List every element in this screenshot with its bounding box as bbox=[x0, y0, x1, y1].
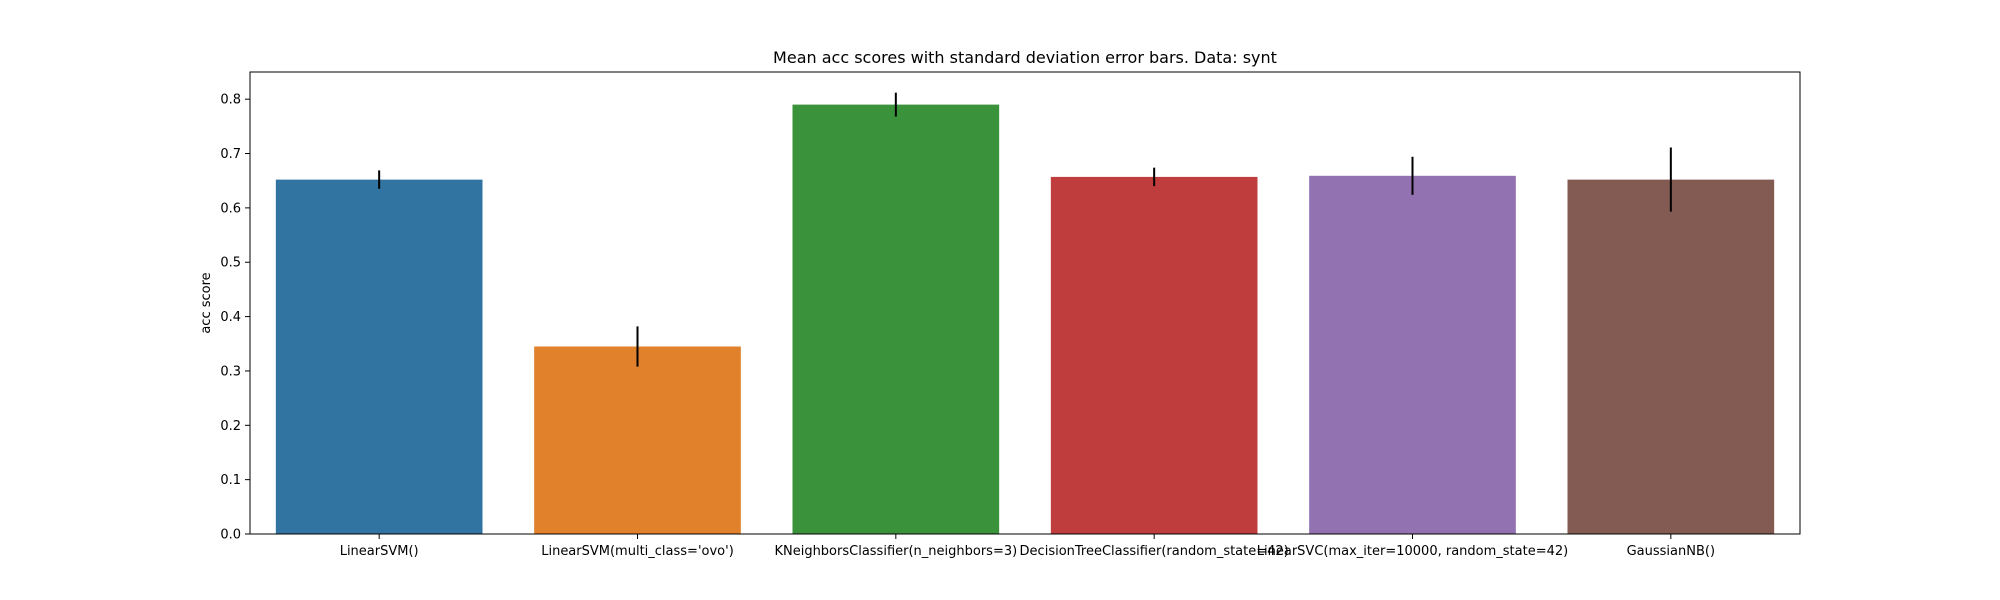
y-axis: 0.0 0.1 0.2 0.3 0.4 0.5 0.6 0.7 0.8 bbox=[220, 93, 250, 543]
y-tick-label-6: 0.6 bbox=[220, 201, 241, 216]
y-tick-label-5: 0.5 bbox=[220, 256, 241, 271]
x-tick-label-3: DecisionTreeClassifier(random_state=42) bbox=[1020, 544, 1289, 559]
bar-0 bbox=[275, 179, 483, 534]
y-tick-label-1: 0.1 bbox=[220, 473, 241, 488]
y-tick-label-7: 0.7 bbox=[220, 147, 241, 162]
x-tick-label-0: LinearSVM() bbox=[340, 544, 419, 559]
y-tick-label-0: 0.0 bbox=[220, 528, 241, 543]
bar-3 bbox=[1050, 176, 1258, 534]
y-tick-label-8: 0.8 bbox=[220, 93, 241, 108]
error-bars-group bbox=[378, 92, 1672, 367]
bar-5 bbox=[1567, 179, 1775, 534]
plot-frame bbox=[249, 71, 1801, 535]
x-tick-label-5: GaussianNB() bbox=[1627, 544, 1715, 559]
y-tick-label-3: 0.3 bbox=[220, 364, 241, 379]
bar-2 bbox=[792, 104, 1000, 535]
y-axis-label: acc score bbox=[199, 272, 214, 333]
y-tick-label-2: 0.2 bbox=[220, 419, 241, 434]
y-tick-label-4: 0.4 bbox=[220, 310, 241, 325]
x-tick-label-1: LinearSVM(multi_class='ovo') bbox=[541, 544, 734, 559]
bar-4 bbox=[1309, 175, 1516, 534]
chart-title: Mean acc scores with standard deviation … bbox=[773, 48, 1277, 67]
x-tick-label-2: KNeighborsClassifier(n_neighbors=3) bbox=[774, 544, 1017, 559]
x-tick-label-4: LinearSVC(max_iter=10000, random_state=4… bbox=[1257, 544, 1568, 559]
bar-1 bbox=[534, 346, 741, 534]
x-axis: LinearSVM() LinearSVM(multi_class='ovo') K… bbox=[340, 534, 1715, 559]
bars-group bbox=[275, 104, 1775, 535]
